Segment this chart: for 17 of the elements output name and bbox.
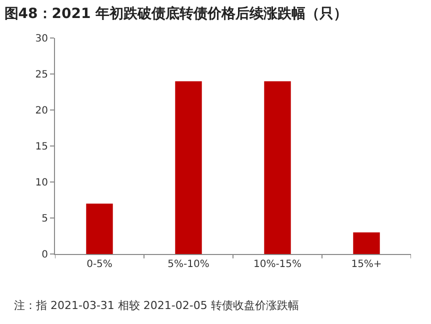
bar: [86, 204, 113, 254]
y-tick-label: 25: [35, 70, 48, 80]
y-tick-label: 15: [35, 142, 48, 152]
chart-title: 图48：2021 年初跌破债底转债价格后续涨跌幅（只）: [4, 4, 348, 22]
y-tick-label: 20: [35, 106, 48, 116]
x-tick-label: 5%-10%: [168, 259, 210, 270]
bar: [353, 232, 380, 254]
bar: [175, 81, 202, 254]
x-tick-label: 0-5%: [86, 259, 112, 270]
y-tick-label: 0: [42, 250, 48, 260]
x-tick-label: 15%+: [351, 259, 382, 270]
y-tick-label: 30: [35, 34, 48, 44]
y-tick-label: 5: [42, 214, 48, 224]
x-tick-label: 10%-15%: [253, 259, 302, 270]
y-tick-label: 10: [35, 178, 48, 188]
text: 注：指 2021-03-31 相较 2021-02-05 转债收盘价涨跌幅: [14, 299, 299, 312]
bar: [264, 81, 291, 254]
